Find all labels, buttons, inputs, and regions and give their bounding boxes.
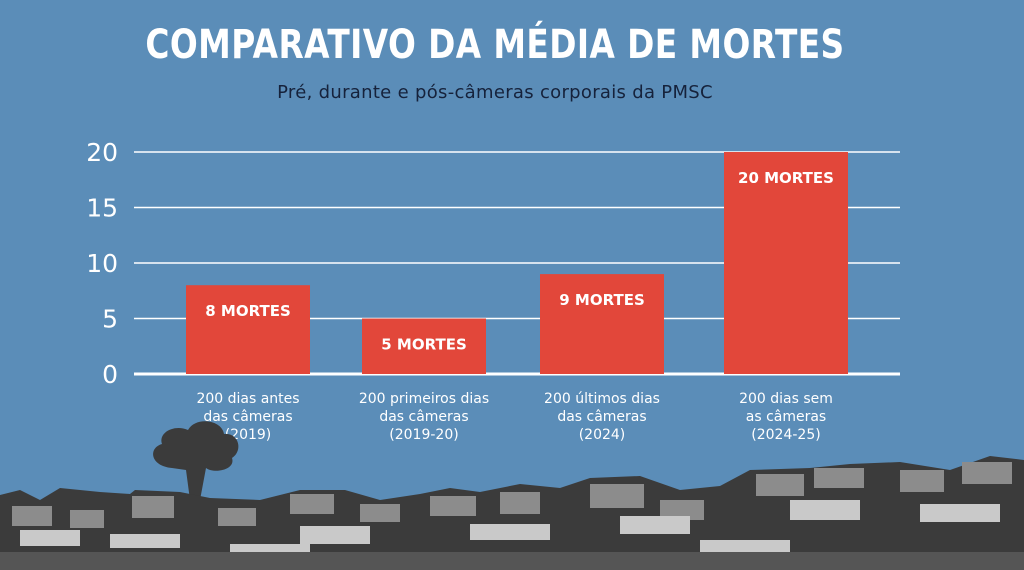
bar (362, 318, 486, 374)
y-tick-label: 5 (102, 305, 118, 334)
y-tick-label: 20 (86, 138, 118, 167)
x-tick-label: (2024-25) (751, 427, 820, 443)
data-label: 9 MORTES (559, 291, 645, 309)
bar (724, 152, 848, 374)
bar (186, 285, 310, 374)
y-tick-label: 0 (102, 360, 118, 389)
x-tick-label: das câmeras (379, 409, 468, 425)
x-tick-label: das câmeras (203, 409, 292, 425)
x-tick-label: 200 últimos dias (544, 391, 660, 407)
x-tick-label: 200 primeiros dias (359, 391, 489, 407)
y-tick-label: 15 (86, 194, 118, 223)
data-label: 5 MORTES (381, 336, 467, 354)
data-label: 20 MORTES (738, 169, 834, 187)
x-tick-label: (2024) (579, 427, 626, 443)
chart-title: COMPARATIVO DA MÉDIA DE MORTES (145, 22, 845, 68)
data-label: 8 MORTES (205, 302, 291, 320)
chart-subtitle: Pré, durante e pós-câmeras corporais da … (277, 82, 713, 103)
bar (540, 274, 664, 374)
x-tick-label: 200 dias antes (196, 391, 299, 407)
y-tick-label: 10 (86, 249, 118, 278)
x-tick-label: as câmeras (746, 409, 826, 425)
x-tick-label: das câmeras (557, 409, 646, 425)
x-tick-label: (2019) (225, 427, 272, 443)
x-tick-label: 200 dias sem (739, 391, 833, 407)
x-tick-label: (2019-20) (389, 427, 458, 443)
